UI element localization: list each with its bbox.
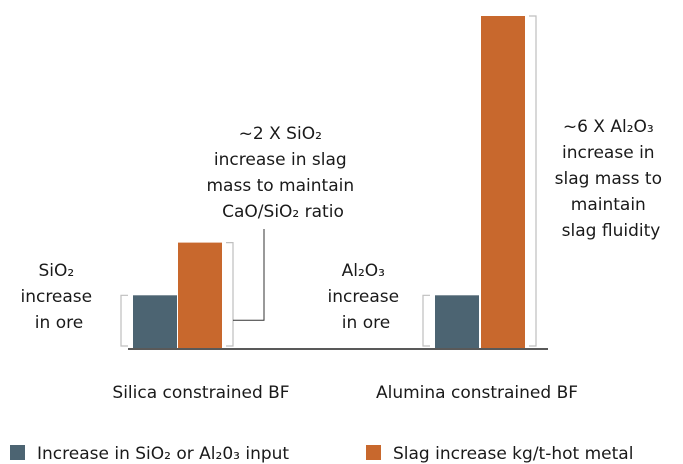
annotation-alumina-input-line: increase (327, 287, 399, 307)
legend-label-input: Increase in SiO₂ or Al₂0₃ input (37, 444, 289, 464)
bar-input-alumina (435, 295, 479, 348)
annotation-silica-slag-line: ~2 X SiO₂ (239, 124, 322, 144)
annotation-alumina-slag-line: increase in (562, 143, 655, 163)
bracket-silica-slag (226, 242, 234, 347)
annotation-alumina-slag-line: slag mass to (555, 169, 662, 189)
annotation-alumina-slag-line: slag fluidity (562, 221, 661, 241)
legend-swatch-input (10, 445, 25, 460)
annotation-alumina-input-line: Al₂O₃ (342, 261, 385, 281)
legend: Increase in SiO₂ or Al₂0₃ input Slag inc… (10, 444, 633, 464)
annotation-alumina-slag: ~6 X Al₂O₃ increase in slag mass to main… (555, 117, 668, 241)
annotation-alumina-input: Al₂O₃ increase in ore (327, 261, 404, 333)
bracket-alumina-input (422, 294, 430, 347)
bracket-silica-input (120, 294, 128, 347)
bar-input-silica (133, 295, 177, 348)
category-label-silica: Silica constrained BF (112, 383, 289, 403)
annotation-alumina-slag-line: maintain (571, 195, 646, 215)
annotation-silica-input-line: increase (20, 287, 92, 307)
annotation-silica-slag-line: mass to maintain (206, 176, 354, 196)
annotation-alumina-input-line: in ore (342, 313, 390, 333)
bars-layer (133, 16, 525, 348)
annotation-leader-line (233, 229, 265, 321)
bracket-alumina-slag (529, 15, 537, 347)
category-label-alumina: Alumina constrained BF (376, 383, 578, 403)
legend-label-slag: Slag increase kg/t-hot metal (393, 444, 633, 464)
annotation-silica-input: SiO₂ increase in ore (20, 261, 97, 333)
annotation-silica-input-line: SiO₂ (38, 261, 74, 281)
annotation-silica-slag-line: increase in slag (214, 150, 347, 170)
legend-swatch-slag (366, 445, 381, 460)
annotation-silica-slag: ~2 X SiO₂ increase in slag mass to maint… (206, 124, 359, 222)
brackets-layer (120, 15, 537, 347)
bar-slag-alumina (481, 16, 525, 348)
bar-slag-silica (178, 242, 222, 348)
annotation-alumina-slag-line: ~6 X Al₂O₃ (563, 117, 654, 137)
annotation-silica-slag-line: CaO/SiO₂ ratio (222, 202, 344, 222)
annotation-silica-input-line: in ore (35, 313, 83, 333)
